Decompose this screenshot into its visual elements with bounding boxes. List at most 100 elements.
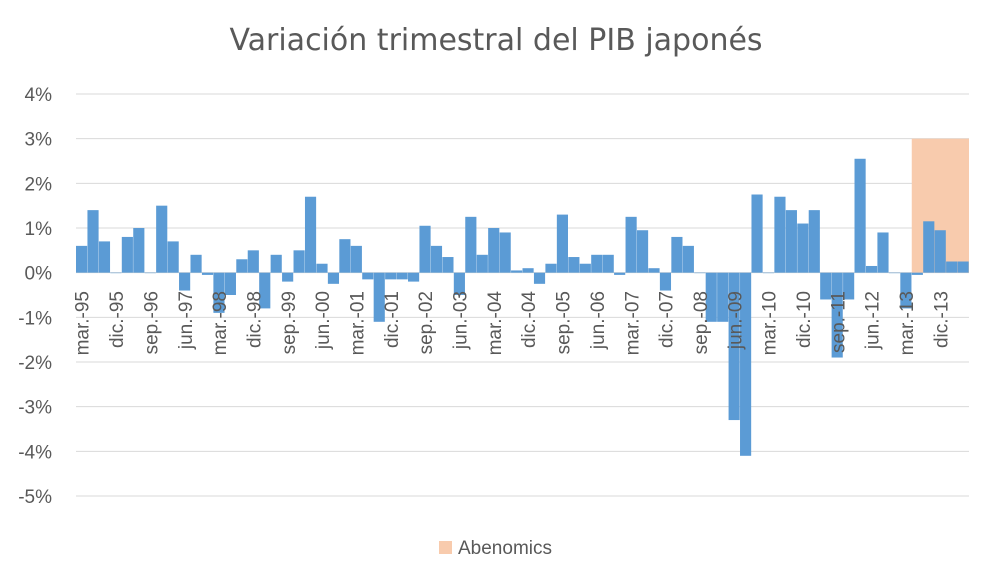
bar — [865, 265, 878, 273]
bar — [923, 221, 935, 273]
bar — [190, 254, 202, 273]
bar — [671, 236, 683, 273]
x-tick-label: dic.-07 — [657, 291, 678, 348]
x-tick-label: mar.-13 — [897, 291, 918, 355]
x-tick-label: mar.-95 — [73, 291, 94, 355]
bar — [934, 230, 946, 273]
x-tick-label: dic.-98 — [244, 291, 265, 348]
x-tick-label: dic.-01 — [382, 291, 403, 348]
x-tick-label: jun.-06 — [588, 291, 609, 350]
bar — [87, 210, 99, 273]
x-tick-label: jun.-00 — [313, 291, 334, 350]
bar — [602, 254, 614, 273]
bar — [740, 272, 752, 456]
bar — [499, 232, 511, 273]
bar — [820, 272, 832, 300]
x-tick-label: sep.-96 — [141, 291, 162, 354]
bar — [362, 272, 374, 280]
bar — [408, 272, 420, 282]
bar — [201, 272, 214, 275]
x-tick-label: jun.-12 — [863, 291, 884, 350]
bar — [694, 272, 706, 274]
bar — [785, 210, 797, 273]
y-tick-label: -2% — [18, 353, 52, 374]
x-tick-label: jun.-09 — [725, 291, 746, 350]
y-tick-label: -1% — [18, 308, 52, 329]
bar — [854, 158, 866, 273]
legend: Abenomics — [439, 538, 552, 559]
x-tick-label: mar.-98 — [210, 291, 231, 355]
x-tick-label: dic.-10 — [794, 291, 815, 348]
bar — [717, 272, 729, 322]
bar — [774, 196, 786, 273]
x-tick-label: sep.-99 — [279, 291, 300, 354]
bar — [511, 270, 523, 273]
bar — [304, 196, 317, 273]
x-axis-ticks: mar.-95 dic.-95 sep.-96 jun.-97 mar.-98 dic.-… — [73, 291, 953, 356]
x-tick-label: mar.-10 — [760, 291, 781, 355]
bar — [946, 261, 958, 273]
bar — [888, 272, 901, 274]
bar — [911, 272, 923, 275]
bar — [350, 245, 362, 273]
bar — [133, 228, 145, 273]
legend-label-abenomics: Abenomics — [458, 538, 552, 559]
bar — [728, 272, 740, 421]
bars-layer — [76, 158, 969, 456]
bar — [213, 272, 225, 313]
bar — [327, 272, 340, 284]
y-tick-label: -4% — [18, 442, 52, 463]
bar — [121, 236, 133, 273]
x-tick-label: sep.-05 — [554, 291, 575, 354]
bar — [545, 263, 557, 273]
bar — [797, 223, 809, 273]
bar — [705, 272, 717, 322]
bar — [648, 268, 660, 273]
y-tick-label: 2% — [25, 174, 53, 195]
y-tick-label: 3% — [25, 130, 53, 151]
y-axis-ticks: 4% 3% 2% 1% 0% -1% -2% -3% -4% -5% — [18, 85, 52, 508]
bar — [224, 272, 236, 295]
bar — [751, 194, 763, 273]
bar — [293, 250, 305, 273]
x-tick-label: dic.-04 — [519, 291, 540, 348]
bar — [843, 272, 855, 300]
bar — [373, 272, 385, 322]
bar — [247, 250, 259, 273]
x-tick-label: jun.-03 — [451, 291, 472, 350]
bar — [957, 261, 969, 273]
y-tick-label: 4% — [25, 85, 53, 106]
x-tick-label: mar.-04 — [485, 291, 506, 356]
bar — [614, 272, 626, 275]
bar — [144, 272, 156, 274]
bar — [476, 254, 488, 273]
y-tick-label: 0% — [25, 264, 53, 285]
bar — [76, 245, 88, 273]
bar — [419, 225, 431, 273]
x-tick-label: dic.-95 — [107, 291, 128, 348]
chart-title: Variación trimestral del PIB japonés — [229, 23, 762, 58]
bar — [682, 245, 694, 273]
bar — [579, 263, 591, 273]
bar — [808, 210, 820, 273]
bar — [488, 228, 500, 273]
bar — [236, 259, 248, 273]
bar — [636, 230, 649, 273]
bar — [568, 257, 580, 273]
x-tick-label: sep.-11 — [828, 291, 849, 353]
legend-swatch-abenomics — [439, 541, 452, 554]
bar — [339, 239, 351, 273]
bar — [762, 272, 775, 274]
x-tick-label: mar.-01 — [347, 291, 368, 355]
y-tick-label: -5% — [18, 487, 52, 508]
bar — [522, 268, 534, 273]
bar — [430, 245, 443, 273]
x-tick-label: dic.-13 — [931, 291, 952, 348]
y-tick-label: -3% — [18, 398, 52, 419]
bar — [259, 272, 271, 309]
bar — [900, 272, 912, 309]
bar — [156, 205, 168, 273]
x-tick-label: sep.-08 — [691, 291, 712, 354]
